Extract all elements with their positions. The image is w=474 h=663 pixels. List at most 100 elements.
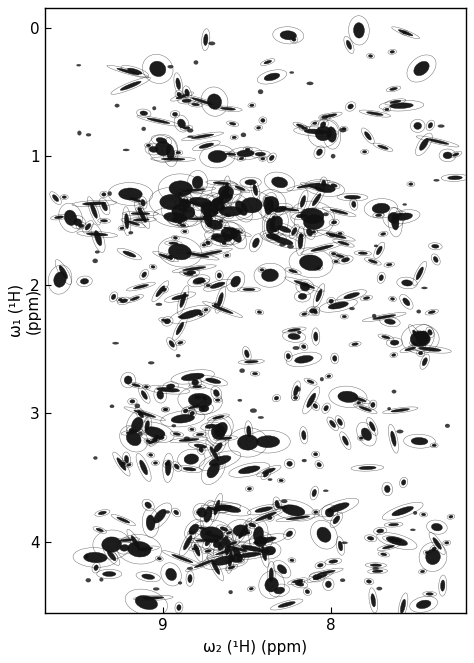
Ellipse shape	[290, 72, 294, 74]
Ellipse shape	[219, 220, 223, 223]
Ellipse shape	[126, 430, 137, 434]
Ellipse shape	[419, 351, 423, 355]
Ellipse shape	[179, 208, 188, 211]
Ellipse shape	[178, 316, 183, 318]
Ellipse shape	[317, 149, 322, 156]
Ellipse shape	[370, 564, 382, 566]
Ellipse shape	[378, 145, 388, 149]
Ellipse shape	[207, 463, 219, 478]
Ellipse shape	[189, 524, 199, 534]
Ellipse shape	[201, 527, 224, 542]
Ellipse shape	[149, 453, 153, 456]
Ellipse shape	[238, 466, 260, 474]
Ellipse shape	[387, 407, 391, 410]
Ellipse shape	[222, 241, 226, 245]
Ellipse shape	[327, 127, 337, 142]
Ellipse shape	[157, 387, 180, 392]
Ellipse shape	[230, 228, 241, 243]
Ellipse shape	[270, 216, 283, 231]
Ellipse shape	[128, 231, 133, 234]
Ellipse shape	[398, 30, 413, 36]
Ellipse shape	[306, 229, 312, 236]
Ellipse shape	[154, 509, 166, 523]
Ellipse shape	[213, 541, 221, 548]
Ellipse shape	[272, 177, 288, 188]
Ellipse shape	[128, 542, 151, 557]
Ellipse shape	[115, 104, 119, 107]
Ellipse shape	[138, 410, 144, 418]
Ellipse shape	[212, 505, 232, 511]
Ellipse shape	[199, 251, 222, 256]
Ellipse shape	[76, 64, 81, 66]
Ellipse shape	[216, 548, 237, 555]
Ellipse shape	[277, 506, 287, 509]
Ellipse shape	[359, 437, 364, 440]
Ellipse shape	[253, 373, 258, 375]
Ellipse shape	[381, 233, 386, 235]
Ellipse shape	[187, 567, 193, 570]
Ellipse shape	[205, 550, 211, 552]
Ellipse shape	[338, 391, 358, 402]
X-axis label: ω₂ (¹H) (ppm): ω₂ (¹H) (ppm)	[203, 640, 307, 654]
Ellipse shape	[410, 332, 430, 347]
Ellipse shape	[281, 499, 287, 503]
Ellipse shape	[187, 129, 193, 133]
Ellipse shape	[392, 507, 413, 516]
Ellipse shape	[154, 461, 157, 464]
Ellipse shape	[239, 524, 247, 538]
Ellipse shape	[206, 241, 210, 245]
Ellipse shape	[199, 527, 206, 530]
Ellipse shape	[184, 454, 199, 464]
Ellipse shape	[428, 123, 433, 128]
Ellipse shape	[295, 355, 313, 363]
Ellipse shape	[278, 601, 295, 607]
Ellipse shape	[382, 335, 390, 339]
Ellipse shape	[338, 241, 349, 245]
Ellipse shape	[274, 587, 285, 594]
Ellipse shape	[163, 408, 167, 411]
Ellipse shape	[142, 127, 146, 131]
Ellipse shape	[166, 145, 174, 160]
Ellipse shape	[331, 253, 336, 255]
Ellipse shape	[176, 151, 181, 154]
Ellipse shape	[293, 346, 300, 349]
Ellipse shape	[313, 574, 321, 579]
Ellipse shape	[317, 463, 321, 467]
Ellipse shape	[289, 269, 297, 273]
Ellipse shape	[183, 536, 192, 550]
Ellipse shape	[432, 444, 436, 447]
Ellipse shape	[416, 267, 423, 280]
Ellipse shape	[293, 396, 298, 399]
Ellipse shape	[379, 274, 383, 280]
Ellipse shape	[363, 151, 367, 153]
Ellipse shape	[256, 436, 280, 448]
Ellipse shape	[297, 331, 301, 334]
Ellipse shape	[95, 251, 100, 253]
Ellipse shape	[267, 516, 272, 520]
Ellipse shape	[165, 461, 170, 465]
Ellipse shape	[179, 438, 199, 442]
Ellipse shape	[153, 587, 159, 590]
Ellipse shape	[190, 428, 194, 431]
Ellipse shape	[300, 282, 310, 291]
Ellipse shape	[164, 319, 171, 324]
Ellipse shape	[438, 125, 444, 127]
Ellipse shape	[434, 179, 439, 182]
Ellipse shape	[178, 581, 182, 584]
Ellipse shape	[183, 467, 196, 471]
Ellipse shape	[329, 299, 334, 303]
Ellipse shape	[210, 282, 225, 288]
Ellipse shape	[131, 212, 150, 215]
Ellipse shape	[324, 406, 328, 411]
Ellipse shape	[194, 560, 214, 568]
Ellipse shape	[307, 393, 316, 408]
Ellipse shape	[241, 545, 264, 552]
Ellipse shape	[299, 234, 303, 237]
Ellipse shape	[305, 589, 310, 593]
Ellipse shape	[126, 432, 141, 446]
Ellipse shape	[316, 267, 320, 270]
Ellipse shape	[166, 384, 175, 389]
Ellipse shape	[377, 529, 383, 533]
Ellipse shape	[100, 578, 103, 581]
Ellipse shape	[329, 420, 336, 428]
